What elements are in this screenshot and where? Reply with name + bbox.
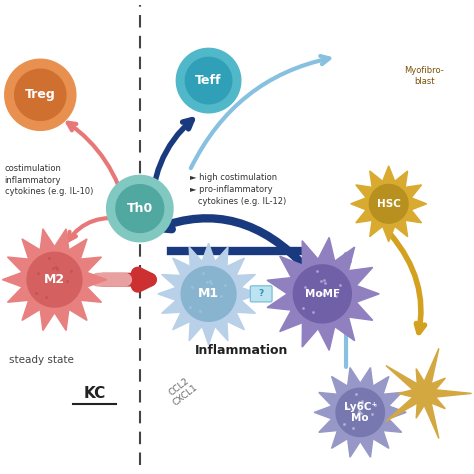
Text: Ly6C⁺
Mo: Ly6C⁺ Mo (344, 401, 377, 423)
Text: steady state: steady state (9, 355, 74, 365)
Text: KC: KC (84, 386, 106, 401)
Text: Inflammation: Inflammation (195, 344, 288, 357)
Text: Myofibro-
blast: Myofibro- blast (404, 66, 444, 85)
Polygon shape (336, 388, 384, 437)
Polygon shape (185, 57, 232, 104)
Polygon shape (369, 184, 408, 223)
Polygon shape (107, 175, 173, 242)
Text: M2: M2 (44, 273, 65, 286)
Polygon shape (181, 266, 236, 321)
Text: Teff: Teff (195, 74, 222, 87)
Text: ?: ? (258, 290, 264, 298)
FancyBboxPatch shape (250, 286, 272, 302)
Polygon shape (314, 367, 406, 457)
Text: MoMF: MoMF (305, 289, 340, 299)
Polygon shape (267, 237, 379, 350)
Polygon shape (386, 348, 472, 438)
Polygon shape (293, 265, 351, 323)
Polygon shape (351, 166, 427, 242)
Text: CCL2
CXCL1: CCL2 CXCL1 (165, 375, 200, 407)
Polygon shape (2, 229, 107, 330)
Text: M1: M1 (198, 287, 219, 301)
Polygon shape (116, 185, 164, 232)
Text: ► high costimulation
► pro-inflammatory
   cytokines (e.g. IL-12): ► high costimulation ► pro-inflammatory … (190, 173, 286, 206)
Polygon shape (176, 48, 241, 113)
Polygon shape (15, 69, 66, 120)
Text: HSC: HSC (377, 199, 401, 209)
Polygon shape (27, 252, 82, 307)
Text: Th0: Th0 (127, 202, 153, 215)
Text: costimulation
inflammatory
cytokines (e.g. IL-10): costimulation inflammatory cytokines (e.… (5, 164, 93, 196)
Text: Treg: Treg (25, 88, 55, 101)
Polygon shape (158, 243, 259, 345)
Polygon shape (5, 59, 76, 130)
